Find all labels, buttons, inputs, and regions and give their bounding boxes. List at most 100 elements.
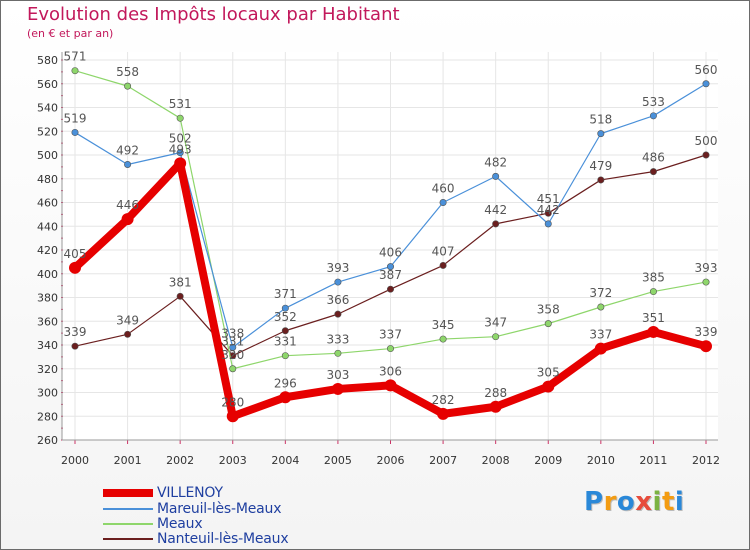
legend-item-nanteuil: Nanteuil-lès-Meaux [103,531,289,547]
x-tick-label: 2002 [166,454,194,467]
data-label: 296 [274,376,297,390]
data-point [647,325,660,338]
data-label: 479 [589,159,612,173]
data-label: 442 [484,203,507,217]
data-point [702,278,710,286]
data-point [334,278,342,286]
data-label: 282 [432,393,455,407]
data-point [597,130,605,138]
data-point [226,410,239,423]
data-label: 407 [432,244,455,258]
logo-letter: i [652,487,662,517]
data-point [649,168,657,176]
data-point [176,114,184,122]
data-point [384,379,397,392]
data-label: 306 [379,364,402,378]
x-tick-label: 2001 [114,454,142,467]
data-label: 385 [642,271,665,285]
data-point [544,209,552,217]
y-tick-label: 300 [37,387,58,400]
y-tick-label: 260 [37,434,58,447]
legend-swatch-mareuil [103,508,153,510]
data-point [439,335,447,343]
data-point [649,112,657,120]
y-tick-label: 580 [37,54,58,67]
legend-label: Meaux [157,516,203,532]
x-tick-label: 2007 [429,454,457,467]
data-label: 372 [589,286,612,300]
data-point [334,310,342,318]
data-label: 349 [116,313,139,327]
data-label: 331 [221,335,244,349]
data-label: 331 [274,335,297,349]
data-label: 406 [379,246,402,260]
data-point [489,400,502,413]
data-point [124,82,132,90]
y-tick-label: 320 [37,363,58,376]
data-label: 366 [326,293,349,307]
legend-swatch-villenoy [103,489,153,497]
y-tick-label: 520 [37,125,58,138]
y-tick-label: 460 [37,197,58,210]
data-point [437,407,450,420]
data-point [386,263,394,271]
y-tick-label: 480 [37,173,58,186]
data-label: 533 [642,95,665,109]
data-label: 337 [379,328,402,342]
x-tick-label: 2000 [61,454,89,467]
y-tick-label: 440 [37,220,58,233]
data-labels: 3393493813313523663874074424514794865005… [64,50,718,410]
data-point [492,220,500,228]
logo-letter: P [584,487,604,517]
legend-label: VILLENOY [157,485,223,501]
data-point [597,176,605,184]
legend-label: Nanteuil-lès-Meaux [157,531,289,547]
logo-letter: x [635,487,653,517]
x-tick-label: 2004 [271,454,299,467]
data-label: 351 [642,311,665,325]
y-tick-label: 560 [37,78,58,91]
data-point [69,261,81,274]
data-label: 446 [116,198,139,212]
data-label: 518 [589,113,612,127]
data-point [121,213,134,226]
data-point [174,157,187,170]
data-label: 393 [326,261,349,275]
data-point [702,151,710,159]
data-label: 337 [589,328,612,342]
data-label: 387 [379,268,402,282]
x-tick-label: 2009 [534,454,562,467]
data-point [702,80,710,88]
data-label: 320 [221,348,244,362]
legend-label: Mareuil-lès-Meaux [157,501,282,517]
data-label: 442 [537,203,560,217]
data-label: 486 [642,151,665,165]
data-point [544,320,552,328]
y-tick-label: 420 [37,244,58,257]
data-label: 347 [484,316,507,330]
data-point [71,342,79,350]
y-tick-label: 360 [37,315,58,328]
data-label: 339 [695,325,718,339]
data-point [700,340,712,353]
data-point [542,380,555,393]
legend-swatch-meaux [103,523,153,525]
x-tick-label: 2003 [219,454,247,467]
data-point [71,67,79,75]
data-label: 558 [116,65,139,79]
data-label: 571 [64,50,87,64]
data-label: 333 [326,332,349,346]
data-point [334,349,342,357]
legend-item-villenoy: VILLENOY [103,485,223,501]
y-tick-label: 280 [37,410,58,423]
data-label: 531 [169,97,192,111]
data-label: 339 [64,325,87,339]
data-label: 519 [64,111,87,125]
data-point [281,327,289,335]
data-point [331,382,344,395]
logo-letter: r [603,487,617,517]
x-tick-label: 2010 [587,454,615,467]
data-label: 280 [221,395,244,409]
chart-title: Evolution des Impôts locaux par Habitant [27,4,400,25]
